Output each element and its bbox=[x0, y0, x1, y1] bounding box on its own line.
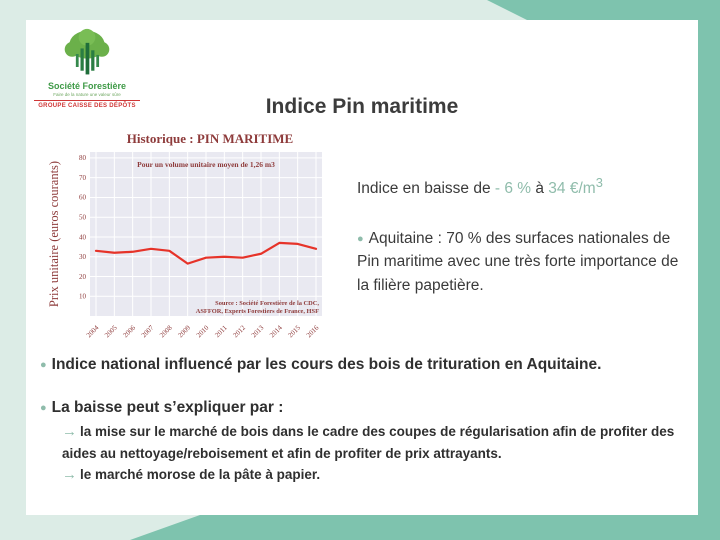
y-tick-label: 80 bbox=[79, 154, 87, 162]
index-change-mid: à bbox=[531, 180, 549, 198]
y-tick-label: 20 bbox=[79, 273, 87, 281]
reason-text: la mise sur le marché de bois dans le ca… bbox=[62, 424, 675, 461]
reason-item: → le marché morose de la pâte à papier. bbox=[62, 464, 690, 487]
bullet-icon: ● bbox=[40, 359, 47, 371]
y-tick-label: 10 bbox=[79, 293, 87, 301]
reason-text: le marché morose de la pâte à papier. bbox=[80, 466, 321, 482]
chart-title: Historique : PIN MARITIME bbox=[127, 131, 293, 146]
bullet-icon: ● bbox=[357, 233, 364, 246]
bullet-national-text: Indice national influencé par les cours … bbox=[51, 356, 602, 373]
x-tick-label: 2011 bbox=[213, 323, 229, 339]
left-band-mint bbox=[0, 0, 26, 540]
y-tick-label: 60 bbox=[79, 194, 87, 202]
bullet-national: ● Indice national influencé par les cours… bbox=[40, 356, 688, 374]
y-tick-label: 50 bbox=[79, 214, 87, 222]
logo-tagline: Faire de la nature une valeur sûre bbox=[53, 92, 121, 97]
logo-group-name: GROUPE CAISSE DES DÉPÔTS bbox=[34, 100, 140, 109]
societe-forestiere-logo: Société Forestière Faire de la nature un… bbox=[34, 28, 140, 109]
y-tick-label: 40 bbox=[79, 233, 87, 241]
index-change-line: Indice en baisse de - 6 % à 34 €/m3 bbox=[357, 174, 693, 200]
reason-list: → la mise sur le marché de bois dans le c… bbox=[62, 421, 690, 486]
bullet-baisse-text: La baisse peut s’expliquer par : bbox=[51, 399, 284, 416]
index-change-value: 34 €/m bbox=[548, 180, 596, 198]
x-tick-label: 2014 bbox=[268, 323, 284, 339]
aquitaine-paragraph: ● Aquitaine : 70 % des surfaces nationale… bbox=[357, 227, 693, 297]
y-tick-label: 30 bbox=[79, 253, 87, 261]
x-tick-label: 2010 bbox=[195, 323, 211, 339]
x-tick-label: 2013 bbox=[250, 323, 266, 339]
y-axis-label: Prix unitaire (euros courants) bbox=[47, 161, 61, 307]
x-tick-label: 2005 bbox=[103, 323, 119, 339]
x-tick-label: 2012 bbox=[232, 323, 248, 339]
bullet-baisse-intro: ● La baisse peut s’expliquer par : bbox=[40, 399, 688, 417]
logo-company-name: Société Forestière bbox=[47, 81, 127, 91]
reason-item: → la mise sur le marché de bois dans le c… bbox=[62, 421, 690, 464]
x-tick-label: 2015 bbox=[287, 323, 303, 339]
x-tick-label: 2009 bbox=[177, 323, 193, 339]
price-line-series bbox=[94, 241, 318, 265]
bullet-icon: ● bbox=[40, 402, 47, 414]
arrow-icon: → bbox=[62, 423, 77, 440]
index-change-sup: 3 bbox=[595, 175, 603, 190]
right-band-sage bbox=[698, 0, 720, 540]
top-band-sage bbox=[487, 0, 720, 20]
arrow-icon: → bbox=[62, 465, 77, 483]
bottom-band-sage bbox=[130, 515, 720, 540]
x-tick-label: 2006 bbox=[122, 323, 138, 339]
y-tick-label: 70 bbox=[79, 174, 87, 182]
right-panel: Indice en baisse de - 6 % à 34 €/m3 ● Aqu… bbox=[357, 174, 693, 297]
x-tick-label: 2016 bbox=[305, 323, 321, 339]
tree-icon bbox=[64, 28, 110, 75]
price-history-chart: 10 20 30 40 50 60 70 80 2004 2005 2006 2007 2008 2009… bbox=[44, 127, 329, 342]
x-tick-label: 2008 bbox=[158, 323, 174, 339]
page-title: Indice Pin maritime bbox=[265, 95, 459, 118]
price-history-chart-svg: 10 20 30 40 50 60 70 80 2004 2005 2006 2007 2008 2009… bbox=[47, 131, 322, 339]
aquitaine-text: Aquitaine : 70 % des surfaces nationales… bbox=[357, 230, 679, 294]
index-change-prefix: Indice en baisse de bbox=[357, 180, 495, 198]
chart-source-line1: Source : Société Forestière de la CDC, bbox=[215, 300, 319, 307]
x-tick-label: 2007 bbox=[140, 323, 156, 339]
chart-source-line2: ASFFOR, Experts Forestiers de France, HS… bbox=[196, 308, 319, 315]
x-tick-label: 2004 bbox=[85, 323, 101, 339]
index-change-delta: - 6 % bbox=[494, 180, 532, 198]
chart-subtitle: Pour un volume unitaire moyen de 1,26 m3 bbox=[137, 160, 275, 169]
